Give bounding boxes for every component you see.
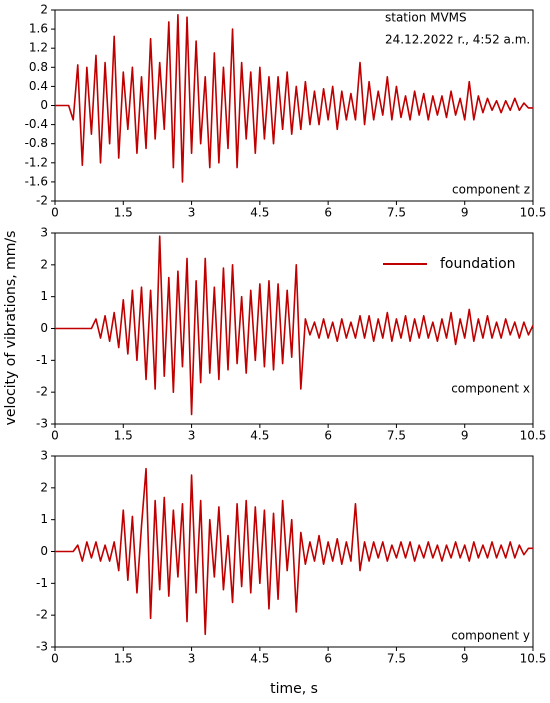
y-tick-label: 2 <box>40 480 48 494</box>
y-tick-label: -1 <box>36 576 48 590</box>
y-tick-label: 1 <box>40 289 48 303</box>
y-axis-label: velocity of vibrations, mm/s <box>3 231 19 426</box>
x-tick-label: 7.5 <box>387 652 406 666</box>
x-tick-label: 0 <box>51 652 59 666</box>
y-tick-label: -3 <box>36 640 48 654</box>
x-tick-label: 1.5 <box>114 652 133 666</box>
x-tick-label: 9 <box>461 206 469 220</box>
x-tick-label: 4.5 <box>250 652 269 666</box>
annotation: component y <box>451 629 530 643</box>
x-tick-label: 7.5 <box>387 429 406 443</box>
x-tick-label: 6 <box>324 429 332 443</box>
x-tick-label: 6 <box>324 206 332 220</box>
x-axis-label: time, s <box>270 681 318 697</box>
x-tick-label: 3 <box>188 429 196 443</box>
x-tick-label: 1.5 <box>114 429 133 443</box>
annotation: station MVMS <box>385 11 467 25</box>
x-tick-label: 1.5 <box>114 206 133 220</box>
x-tick-label: 0 <box>51 206 59 220</box>
legend-label: foundation <box>440 256 516 272</box>
y-tick-label: -1 <box>36 353 48 367</box>
y-tick-label: -1.2 <box>25 155 48 169</box>
x-tick-label: 10.5 <box>520 652 547 666</box>
signal-line <box>55 13 533 183</box>
x-tick-label: 7.5 <box>387 206 406 220</box>
annotation: component x <box>451 382 530 396</box>
y-tick-label: -2 <box>36 194 48 208</box>
x-tick-label: 10.5 <box>520 429 547 443</box>
x-tick-label: 3 <box>188 206 196 220</box>
y-tick-label: 0 <box>40 544 48 558</box>
y-tick-label: 0 <box>40 321 48 335</box>
y-tick-label: -2 <box>36 385 48 399</box>
y-tick-label: -1.6 <box>25 174 48 188</box>
y-tick-label: 1.2 <box>29 41 48 55</box>
y-tick-label: -3 <box>36 417 48 431</box>
y-tick-label: 3 <box>40 449 48 463</box>
annotation: component z <box>452 183 530 197</box>
y-tick-label: 0.8 <box>29 60 48 74</box>
x-tick-label: 9 <box>461 429 469 443</box>
y-tick-label: -0.8 <box>25 136 48 150</box>
y-tick-label: 1.6 <box>29 22 48 36</box>
x-tick-label: 0 <box>51 429 59 443</box>
y-tick-label: 2 <box>40 257 48 271</box>
y-tick-label: 1 <box>40 512 48 526</box>
y-tick-label: -2 <box>36 608 48 622</box>
y-tick-label: 2 <box>40 3 48 17</box>
signal-line <box>55 467 533 636</box>
y-tick-label: 3 <box>40 226 48 240</box>
y-tick-label: -0.4 <box>25 117 48 131</box>
x-tick-label: 10.5 <box>520 206 547 220</box>
x-tick-label: 4.5 <box>250 429 269 443</box>
x-tick-label: 3 <box>188 652 196 666</box>
y-tick-label: 0 <box>40 98 48 112</box>
x-tick-label: 4.5 <box>250 206 269 220</box>
annotation: 24.12.2022 r., 4:52 a.m. <box>385 33 530 47</box>
signal-line <box>55 235 534 416</box>
x-tick-label: 9 <box>461 652 469 666</box>
y-tick-label: 0.4 <box>29 79 48 93</box>
x-tick-label: 6 <box>324 652 332 666</box>
